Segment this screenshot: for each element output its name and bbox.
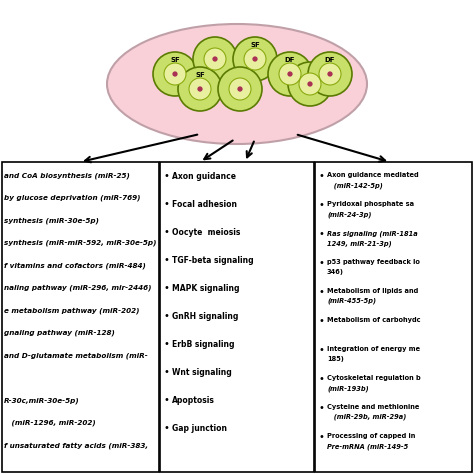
Text: Pyridoxal phosphate sa: Pyridoxal phosphate sa [327, 201, 414, 207]
Circle shape [193, 37, 237, 81]
Circle shape [268, 52, 312, 96]
Text: •: • [319, 287, 325, 297]
Text: ErbB signaling: ErbB signaling [172, 340, 235, 349]
Text: •: • [319, 316, 325, 326]
Circle shape [288, 62, 332, 106]
Text: DF: DF [285, 57, 295, 63]
Circle shape [244, 48, 266, 70]
Text: •: • [164, 339, 170, 349]
Text: (miR-1296, miR-202): (miR-1296, miR-202) [4, 419, 96, 426]
Text: •: • [164, 311, 170, 321]
Text: gnaling pathway (miR-128): gnaling pathway (miR-128) [4, 329, 115, 336]
Circle shape [229, 78, 251, 100]
Text: Oocyte  meiosis: Oocyte meiosis [172, 228, 240, 237]
Text: synthesis (miR-30e-5p): synthesis (miR-30e-5p) [4, 217, 99, 224]
Text: (miR-193b): (miR-193b) [327, 385, 369, 392]
Circle shape [237, 86, 243, 91]
Text: Integration of energy me: Integration of energy me [327, 346, 420, 352]
Circle shape [307, 82, 313, 87]
Text: synthesis (miR-miR-592, miR-30e-5p): synthesis (miR-miR-592, miR-30e-5p) [4, 239, 156, 246]
Text: •: • [319, 374, 325, 384]
Text: •: • [319, 345, 325, 355]
Text: (miR-455-5p): (miR-455-5p) [327, 298, 376, 304]
Text: •: • [164, 255, 170, 265]
Text: f unsaturated fatty acids (miR-383,: f unsaturated fatty acids (miR-383, [4, 442, 148, 448]
Text: DF: DF [325, 57, 335, 63]
Circle shape [328, 72, 333, 77]
Text: SF: SF [195, 72, 205, 78]
Text: •: • [319, 432, 325, 442]
Text: Ras signaling (miR-181a: Ras signaling (miR-181a [327, 230, 418, 237]
Text: f vitamins and cofactors (miR-484): f vitamins and cofactors (miR-484) [4, 262, 146, 269]
Text: SF: SF [170, 57, 180, 63]
Text: Focal adhesion: Focal adhesion [172, 200, 237, 209]
Circle shape [299, 73, 321, 95]
FancyBboxPatch shape [315, 162, 472, 472]
Circle shape [279, 63, 301, 85]
Circle shape [204, 48, 226, 70]
Text: •: • [164, 367, 170, 377]
Text: •: • [164, 283, 170, 293]
Text: p53 pathway feedback lo: p53 pathway feedback lo [327, 259, 420, 265]
Circle shape [197, 86, 203, 91]
Text: TGF-beta signaling: TGF-beta signaling [172, 256, 254, 265]
Text: •: • [164, 395, 170, 405]
Text: Cysteine and methionine: Cysteine and methionine [327, 404, 419, 410]
Circle shape [178, 67, 222, 111]
FancyBboxPatch shape [160, 162, 314, 472]
Text: 1249, miR-21-3p): 1249, miR-21-3p) [327, 240, 392, 246]
Text: Metabolism of lipids and: Metabolism of lipids and [327, 288, 418, 294]
Circle shape [319, 63, 341, 85]
Text: Axon guidance mediated: Axon guidance mediated [327, 172, 419, 178]
Text: •: • [319, 200, 325, 210]
Text: Wnt signaling: Wnt signaling [172, 368, 232, 377]
Text: Pre-mRNA (miR-149-5: Pre-mRNA (miR-149-5 [327, 443, 408, 449]
Text: (miR-24-3p): (miR-24-3p) [327, 211, 371, 218]
Text: 346): 346) [327, 269, 344, 275]
Text: •: • [164, 199, 170, 209]
Text: •: • [319, 258, 325, 268]
Circle shape [308, 52, 352, 96]
Text: (miR-142-5p): (miR-142-5p) [327, 182, 383, 189]
Circle shape [153, 52, 197, 96]
Text: Gap junction: Gap junction [172, 424, 227, 433]
Text: R-30c,miR-30e-5p): R-30c,miR-30e-5p) [4, 397, 80, 403]
Text: GnRH signaling: GnRH signaling [172, 312, 238, 321]
Text: •: • [319, 171, 325, 181]
Text: naling pathway (miR-296, mir-2446): naling pathway (miR-296, mir-2446) [4, 284, 152, 291]
Text: Processing of capped in: Processing of capped in [327, 433, 415, 439]
Text: SF: SF [250, 42, 260, 48]
Text: Axon guidance: Axon guidance [172, 172, 236, 181]
Text: Cytoskeletal regulation b: Cytoskeletal regulation b [327, 375, 420, 381]
Text: •: • [319, 403, 325, 413]
Circle shape [252, 56, 258, 62]
Text: •: • [164, 423, 170, 433]
Text: •: • [164, 227, 170, 237]
Text: and CoA biosynthesis (miR-25): and CoA biosynthesis (miR-25) [4, 172, 130, 179]
Text: e metabolism pathway (miR-202): e metabolism pathway (miR-202) [4, 307, 139, 314]
Text: •: • [319, 229, 325, 239]
Ellipse shape [107, 24, 367, 144]
Text: Apoptosis: Apoptosis [172, 396, 215, 405]
Text: (miR-29b, miR-29a): (miR-29b, miR-29a) [327, 414, 406, 420]
Circle shape [173, 72, 178, 77]
Circle shape [218, 67, 262, 111]
Circle shape [189, 78, 211, 100]
Text: •: • [164, 171, 170, 181]
Circle shape [233, 37, 277, 81]
Circle shape [164, 63, 186, 85]
Text: MAPK signaling: MAPK signaling [172, 284, 239, 293]
Text: by glucose deprivation (miR-769): by glucose deprivation (miR-769) [4, 194, 140, 201]
FancyBboxPatch shape [2, 162, 159, 472]
Text: Metabolism of carbohydc: Metabolism of carbohydc [327, 317, 420, 323]
Circle shape [212, 56, 218, 62]
Text: and D-glutamate metabolism (miR-: and D-glutamate metabolism (miR- [4, 352, 148, 359]
Circle shape [287, 72, 292, 77]
Text: 185): 185) [327, 356, 344, 362]
